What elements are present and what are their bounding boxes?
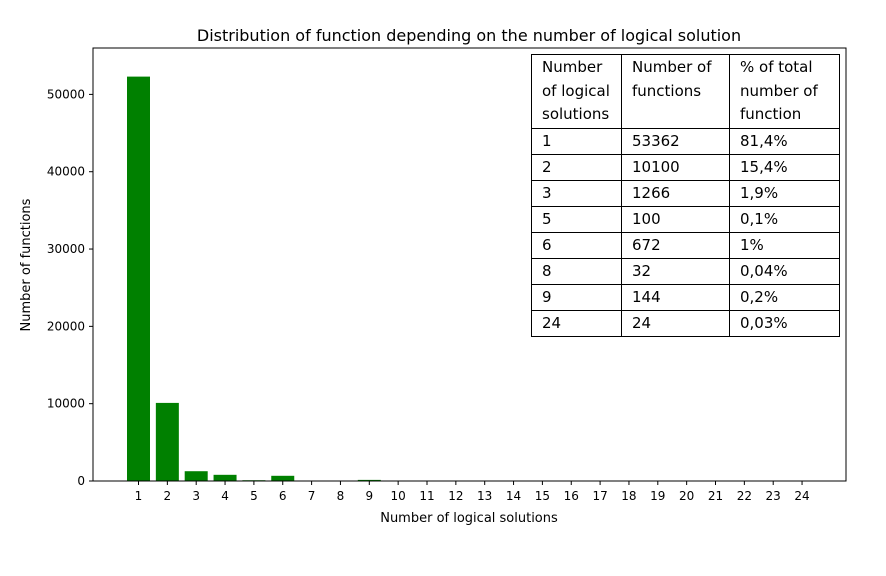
x-tick-label: 12	[448, 489, 463, 503]
table-row: 5 100 0,1%	[531, 205, 840, 233]
y-tick-label: 20000	[47, 319, 85, 333]
table-row: 6 672 1%	[531, 231, 840, 259]
x-tick-label: 13	[477, 489, 492, 503]
x-tick-label: 7	[308, 489, 316, 503]
table-cell: 0,04%	[729, 257, 840, 285]
bars	[127, 76, 814, 482]
x-tick-label: 1	[135, 489, 143, 503]
table-cell: 1266	[621, 179, 730, 207]
table-cell: 53362	[621, 127, 730, 155]
x-tick-label: 4	[221, 489, 229, 503]
x-tick-label: 9	[365, 489, 373, 503]
table-row: 3 1266 1,9%	[531, 179, 840, 207]
table-cell: 24	[531, 309, 622, 337]
table-header-line: functions	[632, 81, 702, 100]
x-tick-label: 6	[279, 489, 287, 503]
bar-9	[357, 479, 381, 481]
x-axis-ticks: 1 2 3 4 5 6 7 8 9 10 11 12 13 14 15 16 17 18 19 20 21 22 23 24	[135, 481, 810, 503]
table-row: 8 32 0,04%	[531, 257, 840, 285]
table-header-line: function	[740, 105, 802, 123]
y-axis-ticks: 0 10000 20000 30000 40000 50000	[47, 87, 93, 488]
x-tick-label: 24	[794, 489, 809, 503]
bar-1	[127, 76, 150, 482]
table-cell: 0,03%	[729, 309, 840, 337]
table-body: 1 53362 81,4% 2 10100 15,4% 3 1266 1,9% 5 100 0,1% 6…	[531, 127, 840, 337]
table-cell: 5	[531, 205, 622, 233]
table-row: 1 53362 81,4%	[531, 127, 840, 155]
x-tick-label: 20	[679, 489, 694, 503]
x-tick-label: 18	[621, 489, 636, 503]
bar-6	[271, 475, 295, 481]
x-tick-label: 22	[737, 489, 752, 503]
table-header-line: Number	[542, 58, 603, 76]
table-cell: 8	[531, 257, 622, 285]
table-cell: 0,2%	[729, 283, 840, 311]
x-tick-label: 14	[506, 489, 521, 503]
x-tick-label: 10	[391, 489, 406, 503]
x-tick-label: 21	[708, 489, 723, 503]
x-tick-label: 23	[766, 489, 781, 503]
table-header-2: Number of functions	[621, 54, 730, 129]
table-cell: 672	[621, 231, 730, 259]
x-tick-label: 8	[337, 489, 345, 503]
table-row: 24 24 0,03%	[531, 309, 840, 337]
table-header-line: number of	[740, 81, 818, 100]
x-tick-label: 3	[192, 489, 200, 503]
table-header-3: % of total number of function	[729, 54, 840, 129]
table-cell: 15,4%	[729, 153, 840, 181]
y-tick-label: 0	[77, 474, 85, 488]
table-cell: 81,4%	[729, 127, 840, 155]
x-tick-label: 16	[564, 489, 579, 503]
table-cell: 100	[621, 205, 730, 233]
bar-3	[184, 471, 208, 481]
table-header-row: Number of logical solutions Number of functi…	[531, 54, 840, 129]
table-cell: 144	[621, 283, 730, 311]
x-tick-label: 2	[164, 489, 172, 503]
chart-title: Distribution of function depending on th…	[197, 26, 741, 45]
data-table: Number of logical solutions Number of functi…	[531, 54, 840, 337]
x-tick-label: 17	[592, 489, 607, 503]
table-cell: 0,1%	[729, 205, 840, 233]
table-cell: 2	[531, 153, 622, 181]
table-header-line: of logical	[542, 81, 610, 100]
table-cell: 3	[531, 179, 622, 207]
y-tick-label: 40000	[47, 165, 85, 179]
x-tick-label: 5	[250, 489, 258, 503]
x-axis-label: Number of logical solutions	[380, 511, 558, 526]
y-tick-label: 50000	[47, 87, 85, 101]
bar-2	[155, 402, 179, 481]
table-header-line: Number of	[632, 58, 712, 76]
table-cell: 1,9%	[729, 179, 840, 207]
y-tick-label: 30000	[47, 242, 85, 256]
table-header-line: % of total	[740, 58, 813, 76]
bar-4	[213, 474, 237, 481]
table-cell: 32	[621, 257, 730, 285]
table-header-1: Number of logical solutions	[531, 54, 622, 129]
y-axis-label: Number of functions	[19, 198, 34, 331]
table-cell: 9	[531, 283, 622, 311]
table-cell: 1	[531, 127, 622, 155]
x-tick-label: 15	[535, 489, 550, 503]
table-cell: 6	[531, 231, 622, 259]
plot-frame	[92, 47, 847, 482]
table-cell: 1%	[729, 231, 840, 259]
table-row: 2 10100 15,4%	[531, 153, 840, 181]
table-header-line: solutions	[542, 105, 610, 123]
table-row: 9 144 0,2%	[531, 283, 840, 311]
table-cell: 24	[621, 309, 730, 337]
x-tick-label: 19	[650, 489, 665, 503]
y-tick-label: 10000	[47, 397, 85, 411]
table-cell: 10100	[621, 153, 730, 181]
x-tick-label: 11	[419, 489, 434, 503]
